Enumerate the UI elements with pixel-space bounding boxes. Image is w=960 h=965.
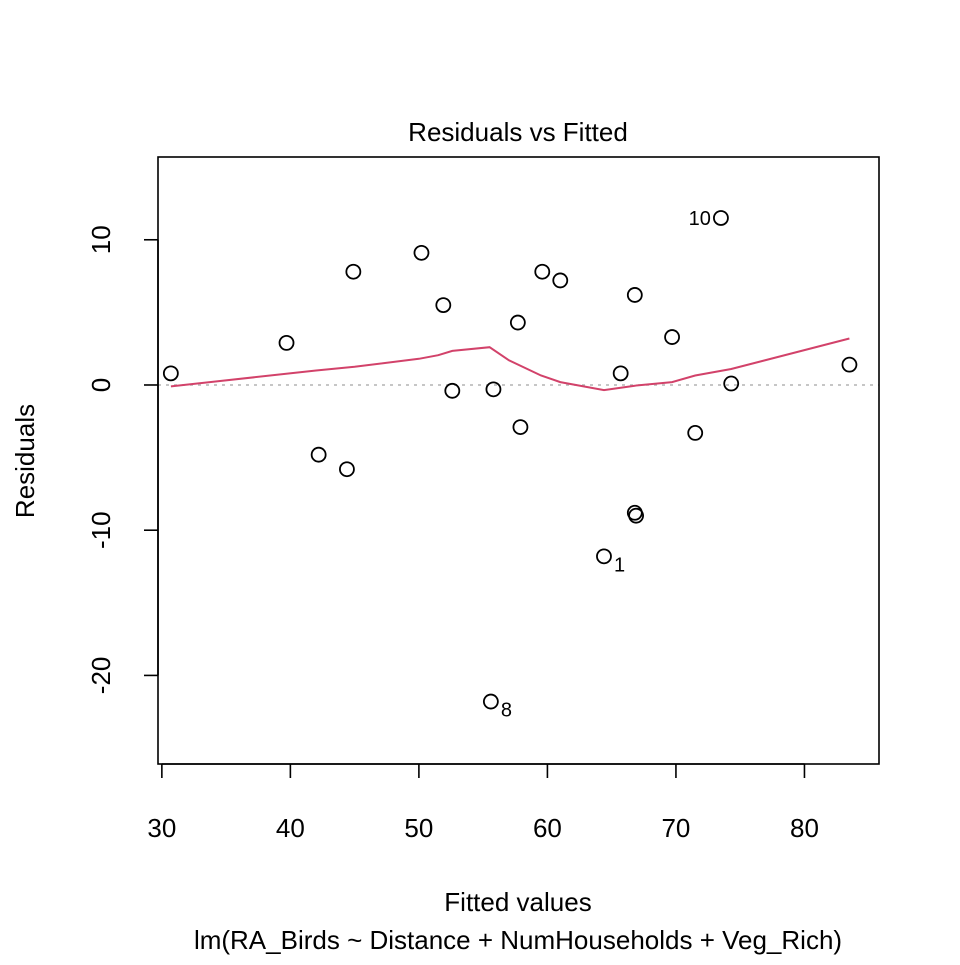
data-point	[485, 381, 502, 398]
point-labels-layer: 8 1 10	[501, 208, 711, 722]
points-layer	[162, 210, 858, 710]
data-point	[345, 263, 362, 280]
y-axis-label: Residuals	[10, 404, 40, 518]
data-point	[435, 297, 452, 314]
data-point	[841, 356, 858, 373]
data-point	[596, 548, 612, 565]
point-label: 1	[614, 554, 625, 576]
x-axis-label: Fitted values	[444, 887, 591, 917]
data-point	[512, 419, 529, 436]
x-tick-label: 60	[533, 813, 562, 843]
y-tick-label: 0	[86, 378, 116, 392]
x-tick-label: 80	[790, 813, 819, 843]
chart-subtitle: lm(RA_Birds ~ Distance + NumHouseholds +…	[194, 925, 842, 955]
smooth-line-layer	[170, 337, 850, 392]
x-tick-label: 70	[661, 813, 690, 843]
y-axis: -20 -10 0 10	[86, 225, 159, 695]
data-point	[444, 382, 461, 399]
data-point	[612, 365, 629, 382]
x-tick-label: 40	[276, 813, 305, 843]
point-label: 8	[501, 700, 512, 722]
point-label: 10	[689, 208, 711, 230]
y-tick-label: -20	[86, 657, 116, 695]
data-point	[664, 329, 680, 345]
x-tick-label: 30	[147, 813, 176, 843]
data-point	[509, 314, 526, 331]
data-point	[723, 375, 740, 392]
x-tick-label: 50	[404, 813, 433, 843]
x-axis: 30 40 50 60 70 80	[147, 763, 819, 843]
data-point	[413, 244, 430, 261]
data-point	[687, 425, 704, 441]
data-point	[162, 365, 179, 382]
chart-title: Residuals vs Fitted	[408, 117, 628, 147]
smooth-trend-line	[170, 337, 850, 392]
y-tick-label: 10	[86, 225, 116, 254]
data-point	[713, 210, 729, 226]
data-point	[628, 507, 644, 524]
data-point	[552, 272, 569, 289]
data-point	[534, 263, 551, 280]
data-point	[310, 446, 327, 463]
data-point	[339, 461, 355, 478]
data-point	[278, 334, 295, 351]
data-point	[626, 287, 643, 303]
y-tick-label: -10	[86, 511, 116, 549]
data-point	[482, 693, 499, 710]
